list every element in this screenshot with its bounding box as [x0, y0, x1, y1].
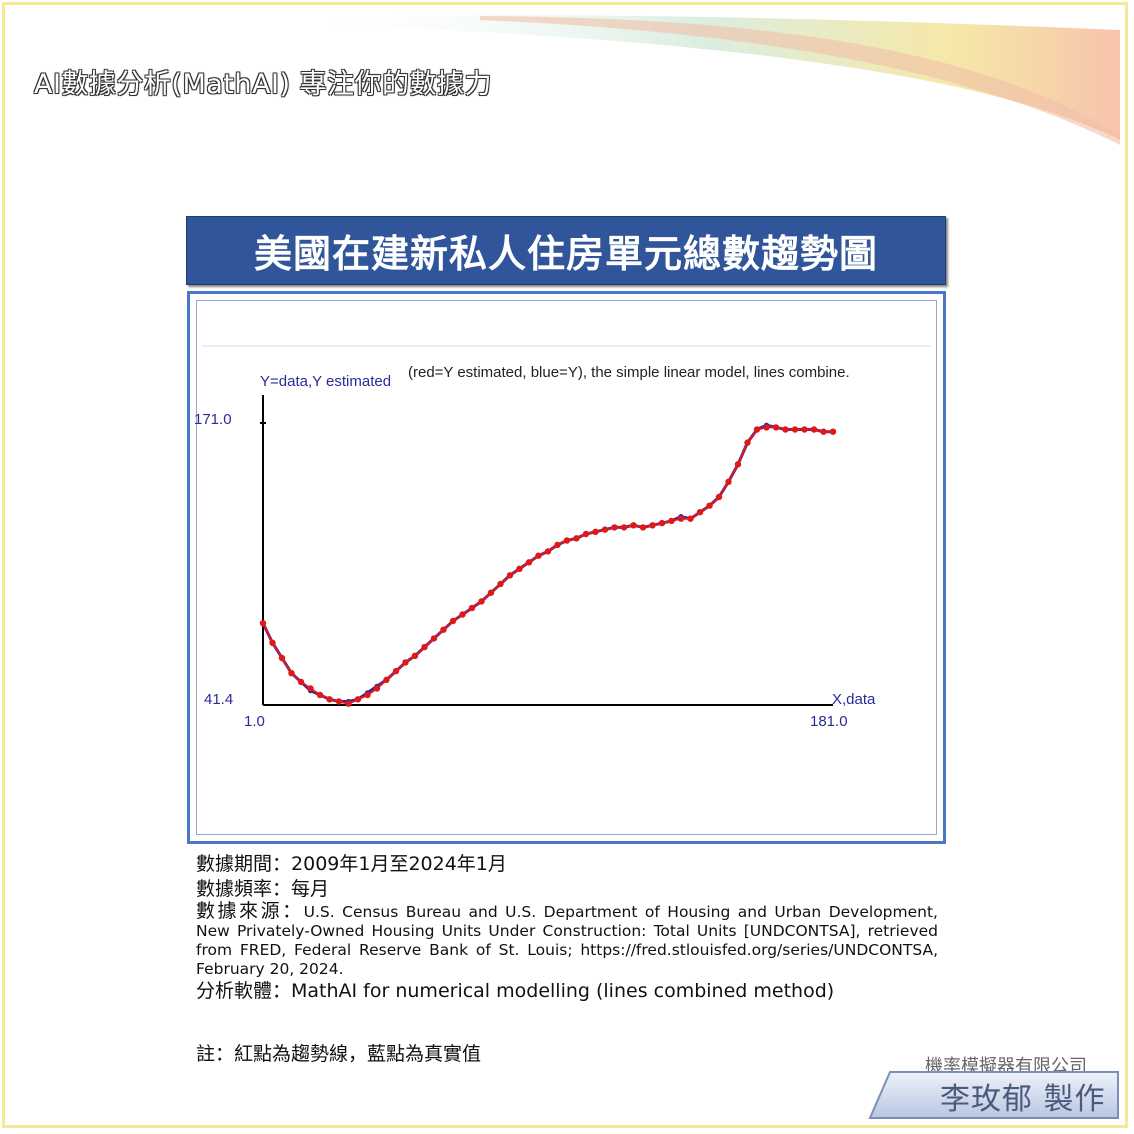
estimate-point	[582, 530, 590, 538]
period-row: 數據期間：2009年1月至2024年1月	[196, 852, 938, 877]
estimate-point	[601, 526, 609, 533]
estimate-point	[497, 580, 504, 588]
software-label: 分析軟體：	[196, 980, 292, 1002]
estimate-point	[364, 691, 371, 699]
estimate-point	[288, 670, 295, 677]
estimate-point	[354, 696, 362, 703]
software-row: 分析軟體：MathAI for numerical modelling (lin…	[196, 979, 938, 1004]
source-row: 數據來源：U.S. Census Bureau and U.S. Departm…	[196, 902, 938, 979]
estimate-point	[535, 552, 542, 559]
estimate-point	[516, 565, 523, 572]
estimate-point	[734, 461, 742, 468]
estimate-point	[772, 424, 780, 431]
metadata-block: 數據期間：2009年1月至2024年1月 數據頻率：每月 數據來源：U.S. C…	[196, 852, 938, 1004]
estimate-point	[677, 515, 685, 522]
estimate-point	[554, 541, 561, 549]
legend-note: 註：紅點為趨勢線，藍點為真實值	[196, 1043, 482, 1065]
estimate-point	[440, 626, 447, 633]
series-line-1	[262, 426, 833, 705]
trend-chart: Y=data,Y estimated (red=Y estimated, blu…	[194, 345, 931, 730]
estimate-point	[307, 685, 314, 692]
estimate-point	[430, 635, 438, 642]
estimate-point	[687, 515, 694, 522]
estimate-point	[402, 659, 409, 666]
estimate-point	[611, 524, 618, 531]
y-tick-label-max: 171.0	[194, 411, 232, 428]
estimate-point	[820, 428, 827, 435]
estimate-point	[829, 428, 837, 435]
estimate-point	[506, 572, 514, 579]
estimate-point	[525, 559, 533, 566]
estimate-point	[326, 696, 333, 703]
frequency-label: 數據頻率：	[196, 878, 292, 900]
estimate-point	[592, 528, 599, 535]
chart-caption: (red=Y estimated, blue=Y), the simple li…	[408, 364, 850, 381]
estimate-point	[269, 639, 276, 646]
period-value: 2009年1月至2024年1月	[291, 853, 507, 875]
maker-banner	[868, 1071, 1119, 1119]
x-axis-label: X,data	[832, 691, 876, 708]
estimate-point	[630, 522, 637, 529]
estimate-point	[259, 620, 267, 627]
estimate-point	[478, 598, 485, 605]
estimate-point	[725, 478, 732, 485]
estimate-point	[373, 685, 381, 692]
estimate-point	[278, 654, 286, 662]
estimate-point	[744, 439, 751, 446]
estimate-point	[620, 524, 628, 531]
y-axis-label: Y=data,Y estimated	[260, 373, 391, 390]
frequency-value: 每月	[291, 878, 330, 900]
source-value: U.S. Census Bureau and U.S. Department o…	[196, 903, 938, 978]
estimate-point	[392, 667, 400, 675]
estimate-point	[649, 522, 656, 529]
estimate-point	[411, 652, 419, 659]
series-line-0	[261, 423, 833, 703]
estimate-point	[706, 502, 713, 509]
estimate-point	[668, 517, 675, 525]
page-header: AI數據分析(MathAI) 專注你的數據力	[34, 69, 493, 100]
decorative-swoosh	[280, 15, 1120, 145]
chart-panel: Y=data,Y estimated (red=Y estimated, blu…	[187, 291, 946, 844]
estimate-point	[782, 426, 789, 433]
estimate-point	[573, 535, 580, 542]
software-value: MathAI for numerical modelling (lines co…	[291, 980, 835, 1002]
estimate-point	[459, 611, 466, 618]
y-tick-label-min: 41.4	[204, 691, 233, 708]
estimate-point	[345, 700, 352, 707]
estimate-point	[468, 604, 476, 612]
x-tick-label-max: 181.0	[810, 713, 848, 730]
estimate-point	[763, 424, 770, 431]
estimate-point	[791, 426, 799, 433]
estimate-point	[810, 426, 818, 433]
series-layer	[259, 422, 837, 707]
chart-inner-frame	[196, 300, 937, 835]
estimate-point	[715, 493, 723, 501]
estimate-point	[316, 691, 324, 699]
chart-title: 美國在建新私人住房單元總數趨勢圖	[253, 232, 878, 276]
maker-credit: 李玫郁 製作	[940, 1082, 1106, 1117]
estimate-point	[639, 524, 647, 531]
estimate-point	[658, 519, 666, 527]
estimate-point	[563, 537, 571, 544]
estimate-point	[421, 643, 428, 651]
estimate-point	[335, 698, 343, 705]
frequency-row: 數據頻率：每月	[196, 877, 938, 902]
chart-title-bar: 美國在建新私人住房單元總數趨勢圖	[186, 216, 946, 285]
estimate-point	[297, 678, 305, 686]
estimate-point	[487, 589, 495, 596]
estimate-point	[449, 617, 457, 625]
x-tick-label-min: 1.0	[244, 713, 265, 730]
estimate-point	[696, 509, 704, 516]
estimate-point	[801, 426, 808, 433]
source-label: 數據來源：	[196, 900, 304, 922]
period-label: 數據期間：	[196, 853, 292, 875]
estimate-point	[383, 676, 390, 683]
estimate-point	[753, 426, 761, 433]
estimate-point	[544, 548, 552, 555]
